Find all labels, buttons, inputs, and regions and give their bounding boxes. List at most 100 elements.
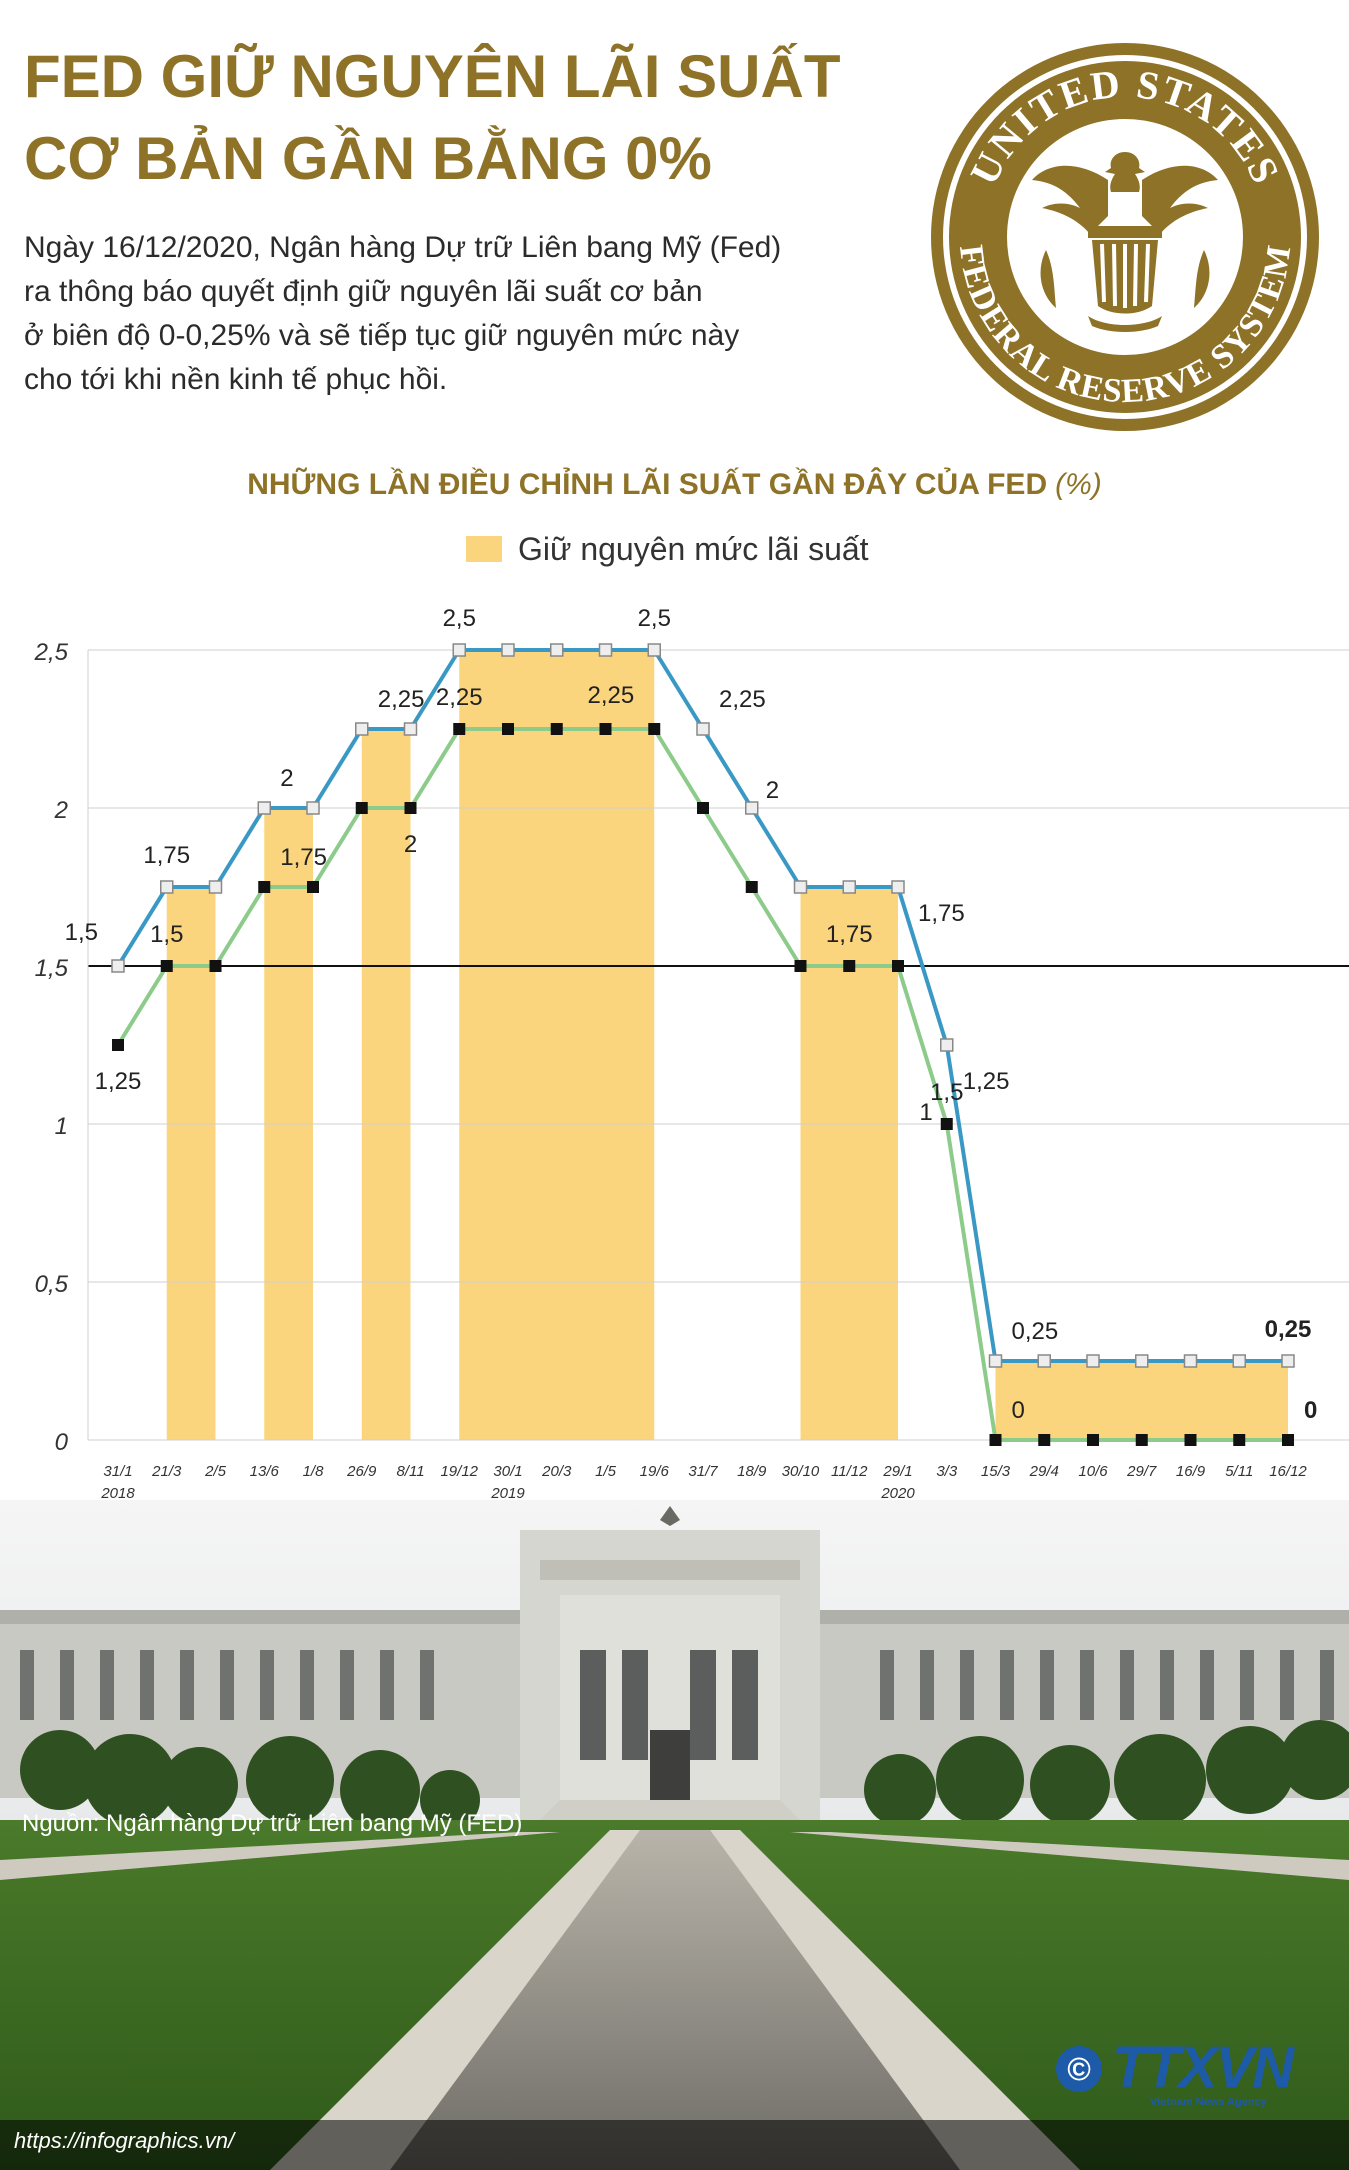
lower-bound-point <box>989 1434 1002 1446</box>
hold-period-bar <box>361 729 411 1440</box>
legend-swatch <box>466 536 502 562</box>
intro-line: ở biên độ 0-0,25% và sẽ tiếp tục giữ ngu… <box>24 319 740 352</box>
x-tick-label: 19/6 <box>640 1463 670 1480</box>
upper-bound-point <box>793 880 808 894</box>
source-note: Nguồn: Ngân hàng Dự trữ Liên bang Mỹ (FE… <box>22 1810 523 1837</box>
fed-building-photo <box>0 1500 1349 2170</box>
upper-bound-point <box>1232 1354 1246 1368</box>
lower-bound-point <box>1233 1434 1246 1446</box>
data-label: 0 <box>1304 1397 1317 1424</box>
x-tick-label: 29/7 <box>1126 1463 1157 1480</box>
data-label: 1,5 <box>65 919 98 946</box>
x-tick-label: 13/6 <box>250 1463 280 1480</box>
y-tick-label: 0,5 <box>35 1271 69 1298</box>
y-tick-label: 2 <box>54 797 68 824</box>
y-tick-label: 1,5 <box>35 955 69 982</box>
lower-bound-point <box>160 960 173 972</box>
data-label: 1,25 <box>963 1068 1010 1095</box>
data-label: 1,75 <box>143 842 190 869</box>
x-tick-label: 31/1 <box>103 1463 132 1480</box>
x-tick-label: 1/8 <box>303 1463 325 1480</box>
ttxvn-logo: TTXVN <box>1112 2035 1294 2100</box>
x-tick-label: 16/9 <box>1176 1463 1206 1480</box>
data-label: 2 <box>766 777 779 804</box>
ttxvn-logo-subtitle: Vietnam News Agency <box>1150 2096 1267 2108</box>
x-tick-label: 30/10 <box>782 1463 820 1480</box>
x-year-label: 2020 <box>880 1485 915 1500</box>
upper-bound-point <box>452 643 466 657</box>
data-label: 0 <box>1012 1397 1025 1424</box>
data-label: 0,25 <box>1265 1316 1312 1343</box>
data-label: 2,25 <box>588 682 635 709</box>
lower-bound-point <box>648 723 661 735</box>
upper-bound-point <box>1037 1354 1051 1368</box>
eagle-statue-icon <box>660 1506 680 1526</box>
lower-bound-point <box>112 1039 124 1051</box>
data-label: 2,5 <box>443 605 476 632</box>
upper-bound-point <box>1086 1354 1100 1368</box>
lower-bound-point <box>209 960 222 972</box>
data-label: 1,25 <box>95 1068 142 1095</box>
x-tick-label: 16/12 <box>1269 1463 1307 1480</box>
x-tick-label: 15/3 <box>981 1463 1011 1480</box>
x-year-label: 2018 <box>100 1485 135 1500</box>
lower-bound-point <box>307 881 319 893</box>
legend-label: Giữ nguyên mức lãi suất <box>518 530 869 567</box>
upper-bound-point <box>745 801 759 815</box>
lower-bound-point <box>794 960 807 972</box>
upper-bound-point <box>501 643 515 657</box>
lower-bound-point <box>404 802 417 814</box>
data-label: 2,25 <box>719 686 766 713</box>
x-tick-label: 29/4 <box>1029 1463 1059 1480</box>
upper-bound-point <box>598 643 613 657</box>
chart-title: NHỮNG LẦN ĐIỀU CHỈNH LÃI SUẤT GẦN ĐÂY CỦ… <box>0 468 1349 502</box>
hold-period-bar <box>166 887 216 1440</box>
page-title: FED GIỮ NGUYÊN LÃI SUẤT CƠ BẢN GẦN BẰNG … <box>24 36 904 200</box>
upper-bound-point <box>940 1038 954 1052</box>
website-link[interactable]: https://infographics.vn/ <box>14 2128 235 2153</box>
lower-bound-point <box>1184 1434 1197 1446</box>
x-tick-label: 31/7 <box>688 1463 718 1480</box>
x-tick-label: 2/5 <box>204 1463 227 1480</box>
title-line-2: CƠ BẢN GẦN BẰNG 0% <box>24 125 712 192</box>
data-label: 1,5 <box>930 1079 963 1106</box>
data-label: 2,25 <box>436 684 483 711</box>
x-tick-label: 21/3 <box>151 1463 182 1480</box>
upper-bound-point <box>696 722 710 736</box>
x-tick-label: 5/11 <box>1225 1463 1253 1480</box>
lower-bound-point <box>745 881 758 893</box>
x-tick-label: 8/11 <box>396 1463 424 1480</box>
chart-legend: Giữ nguyên mức lãi suất <box>466 527 869 571</box>
lower-bound-point <box>843 960 856 972</box>
upper-bound-point <box>1281 1354 1295 1368</box>
chart-unit: (%) <box>1055 468 1102 501</box>
shield-stripes <box>1100 243 1150 308</box>
y-tick-label: 1 <box>55 1113 68 1140</box>
x-tick-label: 10/6 <box>1078 1463 1108 1480</box>
lower-bound-point <box>453 723 466 735</box>
lower-bound-point <box>550 723 563 735</box>
upper-bound-point <box>842 880 856 894</box>
lower-bound-point <box>1282 1434 1294 1446</box>
lower-bound-point <box>697 802 709 814</box>
upper-bound-point <box>257 801 271 815</box>
building-windows <box>20 1650 1334 1720</box>
x-tick-label: 19/12 <box>440 1463 478 1480</box>
x-year-label: 2019 <box>490 1485 525 1500</box>
y-tick-label: 0 <box>55 1429 69 1456</box>
lower-bound-point <box>599 723 612 735</box>
data-label: 1,5 <box>150 921 183 948</box>
data-label: 1 <box>919 1099 932 1126</box>
x-tick-label: 1/5 <box>595 1463 617 1480</box>
data-label: 1,75 <box>280 844 327 871</box>
intro-paragraph: Ngày 16/12/2020, Ngân hàng Dự trữ Liên b… <box>24 226 904 402</box>
x-tick-label: 20/3 <box>541 1463 572 1480</box>
lower-bound-point <box>1135 1434 1148 1446</box>
data-label: 2,5 <box>638 605 671 632</box>
lower-bound-point <box>1038 1434 1051 1446</box>
upper-bound-point <box>550 643 564 657</box>
upper-bound-point <box>208 880 223 894</box>
data-label: 2 <box>404 831 417 858</box>
chart-title-text: NHỮNG LẦN ĐIỀU CHỈNH LÃI SUẤT GẦN ĐÂY CỦ… <box>247 468 1048 501</box>
data-label: 2 <box>280 765 293 792</box>
